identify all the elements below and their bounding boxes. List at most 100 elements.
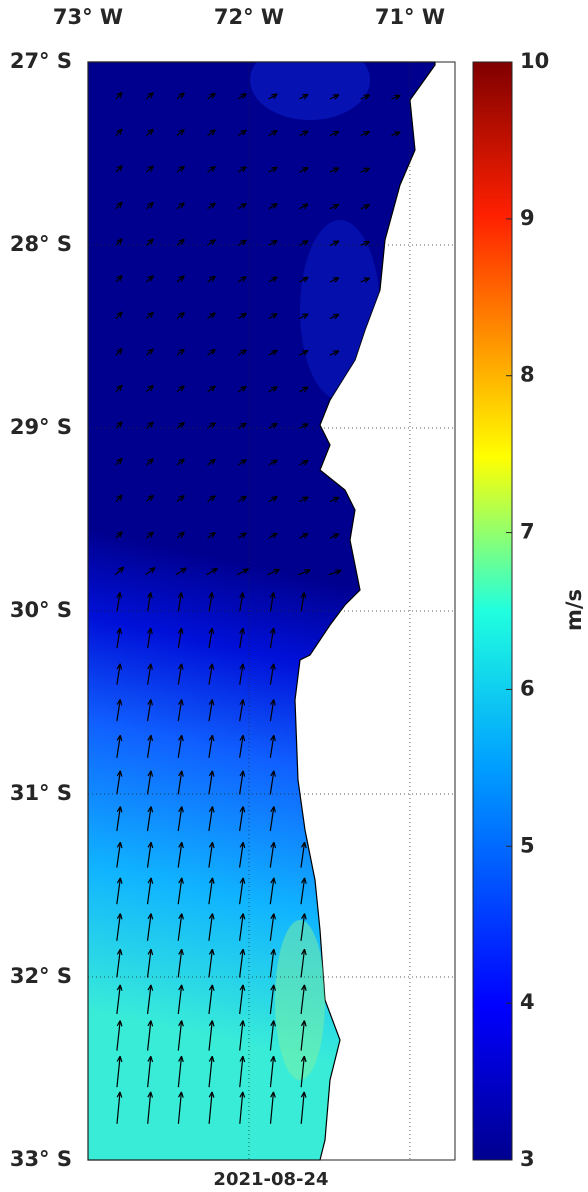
wind-arrow — [116, 592, 121, 612]
lat-tick-label: 27° S — [10, 49, 72, 73]
wind-arrow — [116, 770, 121, 795]
wind-arrow — [300, 1056, 305, 1088]
wind-arrow — [208, 806, 214, 832]
wind-arrow — [269, 913, 275, 941]
wind-arrow-head — [209, 202, 216, 209]
wind-arrow — [360, 204, 370, 210]
lat-tick-label: 30° S — [10, 598, 72, 622]
wind-arrow-head — [302, 423, 309, 429]
wind-arrow-head — [270, 734, 276, 742]
wind-arrow-head — [116, 1091, 123, 1098]
wind-arrow — [177, 1056, 183, 1088]
wind-arrow-head — [177, 592, 184, 599]
wind-arrow-head — [178, 841, 184, 849]
wind-arrow-head — [116, 238, 123, 245]
wind-arrow-head — [178, 531, 185, 538]
wind-arrow-head — [147, 734, 154, 742]
wind-arrow — [177, 842, 183, 868]
wind-arrow — [208, 1020, 213, 1051]
wind-arrow — [145, 165, 154, 173]
wind-arrow-head — [271, 422, 278, 429]
wind-arrow-head — [147, 348, 154, 355]
wind-arrow-head — [209, 275, 216, 282]
wind-arrow-head — [271, 276, 278, 283]
wind-arrow — [177, 949, 183, 978]
wind-arrow — [177, 1091, 182, 1124]
wind-arrow — [391, 131, 401, 137]
wind-arrow — [360, 240, 370, 246]
wind-arrow-head — [147, 165, 154, 172]
wind-arrow — [329, 130, 340, 137]
colorbar-tick-label: 6 — [520, 676, 535, 700]
wind-arrow-head — [239, 984, 246, 991]
wind-arrow-head — [240, 239, 247, 246]
wind-arrow — [298, 459, 309, 466]
wind-arrow-head — [271, 532, 278, 539]
wind-arrow — [177, 770, 183, 795]
wind-arrow-head — [178, 770, 184, 777]
wind-arrow-head — [239, 770, 246, 777]
wind-arrow — [239, 735, 244, 758]
wind-arrow — [145, 494, 154, 503]
colorbar — [472, 61, 513, 1161]
wind-arrow — [147, 1091, 152, 1124]
lat-tick-label: 31° S — [10, 781, 72, 805]
wind-arrow-head — [240, 459, 247, 465]
wind-arrow — [298, 93, 309, 100]
wind-arrow-head — [270, 806, 276, 813]
wind-arrow — [237, 239, 247, 246]
wind-arrow — [207, 385, 216, 393]
wind-arrow-head — [178, 92, 185, 99]
wind-arrow — [116, 628, 121, 649]
wind-arrow-head — [208, 770, 215, 777]
wind-arrow — [147, 1056, 152, 1088]
wind-arrow-head — [178, 1020, 184, 1027]
wind-arrow — [116, 1091, 121, 1124]
wind-arrow — [207, 349, 216, 356]
wind-arrow-head — [302, 276, 309, 283]
wind-arrow-head — [302, 386, 309, 393]
wind-arrow — [116, 1020, 121, 1051]
wind-arrow — [298, 533, 309, 539]
wind-arrow — [177, 628, 183, 649]
wind-arrow-head — [363, 167, 371, 174]
wind-arrow — [207, 312, 216, 320]
date: 2021-08-24 — [213, 1169, 328, 1188]
wind-arrow — [146, 949, 152, 978]
wind-arrow-head — [178, 165, 185, 172]
wind-arrow — [116, 1056, 121, 1088]
wind-arrow — [300, 984, 306, 1015]
wind-arrow-head — [116, 627, 123, 635]
wind-arrow-head — [208, 841, 215, 849]
wind-arrow-head — [208, 1020, 215, 1027]
wind-arrow-head — [208, 592, 215, 599]
wind-arrow — [237, 349, 247, 356]
wind-arrow — [208, 842, 214, 868]
wind-arrow-head — [269, 627, 276, 635]
wind-arrow-head — [116, 1055, 123, 1063]
wind-arrow — [207, 495, 216, 503]
wind-arrow — [237, 93, 247, 100]
wind-arrow — [329, 350, 340, 356]
wind-arrow-head — [147, 458, 154, 465]
wind-arrow — [116, 806, 121, 832]
wind-arrow — [177, 984, 183, 1015]
wind-arrow-head — [116, 806, 123, 813]
wind-arrow-head — [208, 1055, 215, 1063]
wind-arrow-head — [300, 1020, 307, 1027]
wind-arrow-head — [240, 312, 247, 319]
wind-arrow-head — [178, 806, 184, 813]
wind-arrow-head — [270, 913, 277, 920]
wind-arrow — [298, 203, 309, 210]
wind-arrow-head — [177, 627, 184, 635]
wind-arrow-head — [209, 495, 216, 502]
wind-arrow — [116, 913, 121, 941]
wind-arrow — [268, 422, 278, 429]
wind-arrow — [268, 239, 278, 246]
wind-arrow — [268, 313, 278, 320]
wind-arrow — [208, 735, 214, 758]
wind-arrow-head — [116, 384, 123, 392]
wind-arrow-head — [363, 131, 371, 137]
wind-arrow — [206, 567, 218, 576]
wind-arrow-head — [147, 1020, 154, 1027]
